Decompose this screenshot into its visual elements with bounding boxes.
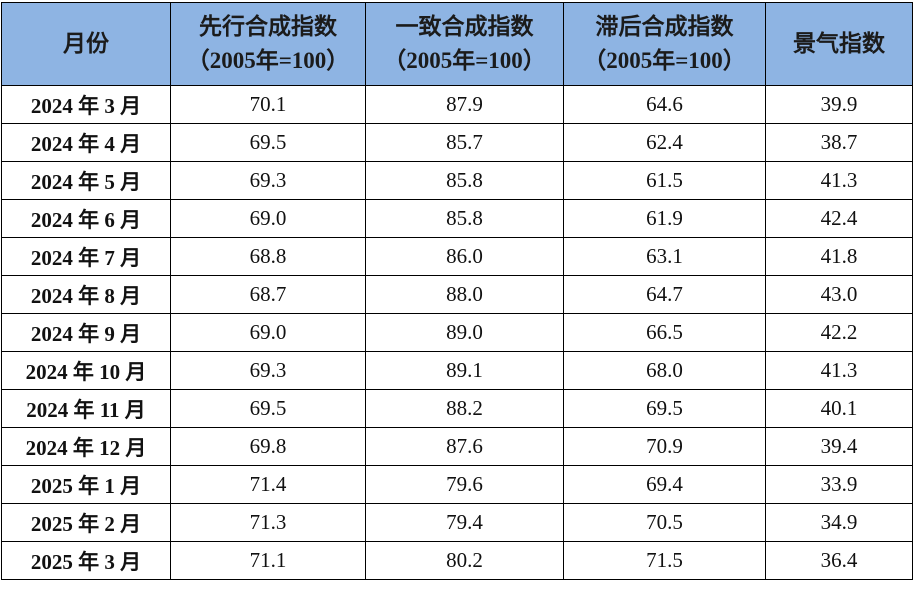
value-cell: 43.0	[765, 275, 913, 314]
value-cell: 39.9	[765, 85, 913, 124]
row-label: 2024 年 7 月	[1, 237, 171, 276]
value-cell: 69.8	[170, 427, 366, 466]
value-cell: 41.3	[765, 161, 913, 200]
header-cell: 先行合成指数 （2005年=100）	[170, 2, 366, 86]
value-cell: 85.7	[365, 123, 564, 162]
value-cell: 39.4	[765, 427, 913, 466]
value-cell: 38.7	[765, 123, 913, 162]
table-row: 2024 年 7 月 68.8 86.0 63.1 41.8	[1, 237, 913, 276]
header-cell: 景气指数	[765, 2, 913, 86]
header-text: 滞后合成指数	[595, 14, 734, 39]
value-cell: 36.4	[765, 541, 913, 580]
value-cell: 86.0	[365, 237, 564, 276]
value-cell: 34.9	[765, 503, 913, 542]
header-text: 景气指数	[793, 31, 885, 56]
value-cell: 70.1	[170, 85, 366, 124]
value-cell: 71.1	[170, 541, 366, 580]
value-cell: 40.1	[765, 389, 913, 428]
value-cell: 89.0	[365, 313, 564, 352]
table-row: 2024 年 8 月 68.7 88.0 64.7 43.0	[1, 275, 913, 314]
row-label: 2025 年 1 月	[1, 465, 171, 504]
value-cell: 42.4	[765, 199, 913, 238]
header-cell: 一致合成指数 （2005年=100）	[365, 2, 564, 86]
value-cell: 68.8	[170, 237, 366, 276]
data-table: 月份 先行合成指数 （2005年=100） 一致合成指数 （2005年=100） 滞后合成…	[1, 2, 913, 580]
table-row: 2024 年 9 月 69.0 89.0 66.5 42.2	[1, 313, 913, 352]
value-cell: 87.6	[365, 427, 564, 466]
table-row: 2024 年 5 月 69.3 85.8 61.5 41.3	[1, 161, 913, 200]
value-cell: 71.4	[170, 465, 366, 504]
table-row: 2024 年 12 月 69.8 87.6 70.9 39.4	[1, 427, 913, 466]
value-cell: 69.5	[170, 123, 366, 162]
value-cell: 85.8	[365, 199, 564, 238]
table-row: 2024 年 10 月 69.3 89.1 68.0 41.3	[1, 351, 913, 390]
table-row: 2025 年 3 月 71.1 80.2 71.5 36.4	[1, 541, 913, 580]
value-cell: 69.3	[170, 161, 366, 200]
value-cell: 64.6	[563, 85, 766, 124]
header-text: （2005年=100）	[383, 48, 546, 73]
table-row: 2025 年 1 月 71.4 79.6 69.4 33.9	[1, 465, 913, 504]
row-label: 2025 年 3 月	[1, 541, 171, 580]
value-cell: 80.2	[365, 541, 564, 580]
value-cell: 61.9	[563, 199, 766, 238]
value-cell: 42.2	[765, 313, 913, 352]
row-label: 2024 年 12 月	[1, 427, 171, 466]
value-cell: 63.1	[563, 237, 766, 276]
header-text: 一致合成指数	[395, 14, 534, 39]
header-text: （2005年=100）	[583, 48, 746, 73]
header-cell: 月份	[1, 2, 171, 86]
table-row: 2024 年 6 月 69.0 85.8 61.9 42.4	[1, 199, 913, 238]
table-row: 2025 年 2 月 71.3 79.4 70.5 34.9	[1, 503, 913, 542]
value-cell: 62.4	[563, 123, 766, 162]
header-text: 先行合成指数	[199, 14, 337, 39]
table-body: 2024 年 3 月 70.1 87.9 64.6 39.9 2024 年 4 月 69.5…	[1, 85, 913, 580]
header-cell: 滞后合成指数 （2005年=100）	[563, 2, 766, 86]
value-cell: 79.4	[365, 503, 564, 542]
row-label: 2024 年 5 月	[1, 161, 171, 200]
row-label: 2024 年 3 月	[1, 85, 171, 124]
value-cell: 68.7	[170, 275, 366, 314]
row-label: 2024 年 9 月	[1, 313, 171, 352]
value-cell: 69.3	[170, 351, 366, 390]
value-cell: 71.3	[170, 503, 366, 542]
value-cell: 41.3	[765, 351, 913, 390]
value-cell: 69.4	[563, 465, 766, 504]
value-cell: 71.5	[563, 541, 766, 580]
row-label: 2024 年 11 月	[1, 389, 171, 428]
value-cell: 66.5	[563, 313, 766, 352]
value-cell: 69.5	[170, 389, 366, 428]
row-label: 2024 年 6 月	[1, 199, 171, 238]
value-cell: 70.9	[563, 427, 766, 466]
value-cell: 70.5	[563, 503, 766, 542]
value-cell: 87.9	[365, 85, 564, 124]
value-cell: 33.9	[765, 465, 913, 504]
row-label: 2024 年 8 月	[1, 275, 171, 314]
value-cell: 64.7	[563, 275, 766, 314]
row-label: 2024 年 10 月	[1, 351, 171, 390]
value-cell: 88.0	[365, 275, 564, 314]
header-text: 月份	[63, 31, 109, 56]
header-row: 月份 先行合成指数 （2005年=100） 一致合成指数 （2005年=100） 滞后合成…	[1, 2, 913, 86]
table-row: 2024 年 4 月 69.5 85.7 62.4 38.7	[1, 123, 913, 162]
value-cell: 69.0	[170, 313, 366, 352]
value-cell: 88.2	[365, 389, 564, 428]
value-cell: 41.8	[765, 237, 913, 276]
header-text: （2005年=100）	[186, 48, 350, 73]
row-label: 2025 年 2 月	[1, 503, 171, 542]
value-cell: 69.0	[170, 199, 366, 238]
value-cell: 85.8	[365, 161, 564, 200]
row-label: 2024 年 4 月	[1, 123, 171, 162]
value-cell: 89.1	[365, 351, 564, 390]
value-cell: 61.5	[563, 161, 766, 200]
value-cell: 68.0	[563, 351, 766, 390]
value-cell: 79.6	[365, 465, 564, 504]
table-row: 2024 年 11 月 69.5 88.2 69.5 40.1	[1, 389, 913, 428]
table-row: 2024 年 3 月 70.1 87.9 64.6 39.9	[1, 85, 913, 124]
value-cell: 69.5	[563, 389, 766, 428]
